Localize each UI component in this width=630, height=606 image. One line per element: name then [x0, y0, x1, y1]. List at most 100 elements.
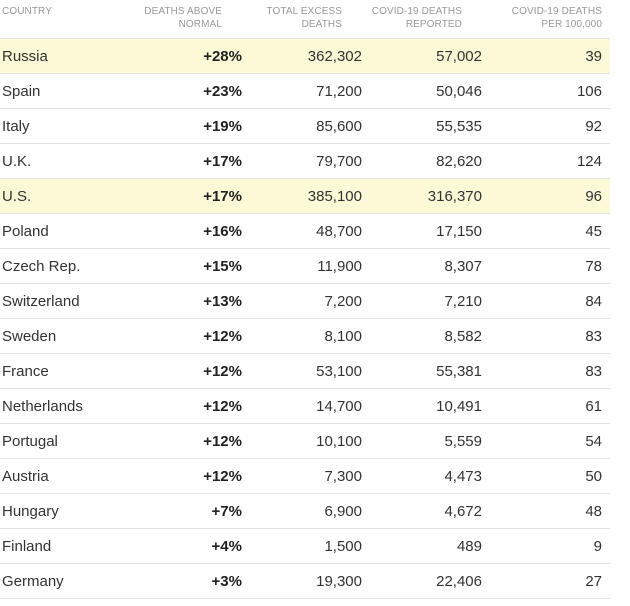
cell-total-excess-deaths: 14,700 [316, 398, 362, 415]
table-row: Hungary +7% 6,900 4,672 48 [0, 494, 610, 529]
header-covid-per100k-line2: PER 100,000 [541, 18, 602, 30]
cell-covid-deaths-per-100k: 45 [585, 223, 602, 240]
cell-deaths-above-normal: +3% [211, 573, 242, 590]
cell-deaths-above-normal: +12% [203, 433, 242, 450]
cell-country: Austria [2, 468, 49, 485]
cell-covid-deaths-reported: 50,046 [436, 83, 482, 100]
cell-total-excess-deaths: 362,302 [307, 48, 362, 65]
cell-deaths-above-normal: +12% [203, 398, 242, 415]
cell-covid-deaths-per-100k: 84 [585, 293, 602, 310]
cell-total-excess-deaths: 7,200 [324, 293, 362, 310]
cell-total-excess-deaths: 7,300 [324, 468, 362, 485]
cell-country: France [2, 363, 49, 380]
cell-covid-deaths-per-100k: 50 [585, 468, 602, 485]
cell-deaths-above-normal: +23% [203, 83, 242, 100]
cell-covid-deaths-reported: 8,307 [444, 258, 482, 275]
cell-covid-deaths-per-100k: 124 [576, 153, 602, 170]
cell-deaths-above-normal: +19% [203, 118, 242, 135]
cell-country: Portugal [2, 433, 58, 450]
table-row: Germany +3% 19,300 22,406 27 [0, 564, 610, 599]
table-row: Czech Rep. +15% 11,900 8,307 78 [0, 249, 610, 284]
cell-covid-deaths-reported: 82,620 [436, 153, 482, 170]
cell-country: Hungary [2, 503, 59, 520]
cell-covid-deaths-per-100k: 54 [585, 433, 602, 450]
cell-covid-deaths-per-100k: 48 [585, 503, 602, 520]
cell-covid-deaths-per-100k: 9 [593, 538, 602, 555]
header-covid-deaths-reported: COVID-19 DEATHS REPORTED [372, 6, 462, 31]
cell-total-excess-deaths: 48,700 [316, 223, 362, 240]
cell-country: Germany [2, 573, 64, 590]
header-total-excess-line1: TOTAL EXCESS [266, 6, 342, 17]
cell-covid-deaths-reported: 489 [456, 538, 482, 555]
cell-country: Finland [2, 538, 52, 555]
cell-deaths-above-normal: +17% [203, 153, 242, 170]
cell-covid-deaths-reported: 7,210 [444, 293, 482, 310]
cell-country: Sweden [2, 328, 57, 345]
cell-deaths-above-normal: +7% [211, 503, 242, 520]
cell-deaths-above-normal: +28% [203, 48, 242, 65]
cell-country: Netherlands [2, 398, 83, 415]
cell-covid-deaths-reported: 4,672 [444, 503, 482, 520]
cell-deaths-above-normal: +17% [203, 188, 242, 205]
header-deaths-above-normal: DEATHS ABOVE NORMAL [144, 6, 222, 31]
cell-covid-deaths-per-100k: 92 [585, 118, 602, 135]
header-deaths-above-normal-line1: DEATHS ABOVE [144, 6, 222, 17]
cell-total-excess-deaths: 6,900 [324, 503, 362, 520]
cell-country: Russia [2, 48, 48, 65]
cell-country: Italy [2, 118, 30, 135]
header-deaths-above-normal-line2: NORMAL [178, 18, 222, 30]
cell-total-excess-deaths: 19,300 [316, 573, 362, 590]
cell-covid-deaths-reported: 17,150 [436, 223, 482, 240]
cell-deaths-above-normal: +15% [203, 258, 242, 275]
cell-covid-deaths-per-100k: 83 [585, 363, 602, 380]
cell-deaths-above-normal: +13% [203, 293, 242, 310]
cell-country: Poland [2, 223, 49, 240]
header-covid-per100k-line1: COVID-19 DEATHS [511, 6, 602, 17]
cell-covid-deaths-reported: 55,535 [436, 118, 482, 135]
header-total-excess-deaths: TOTAL EXCESS DEATHS [267, 6, 342, 31]
table-row: Netherlands +12% 14,700 10,491 61 [0, 389, 610, 424]
cell-country: Spain [2, 83, 41, 100]
table-row: U.K. +17% 79,700 82,620 124 [0, 144, 610, 179]
table-row: Spain +23% 71,200 50,046 106 [0, 74, 610, 109]
table-row: Austria +12% 7,300 4,473 50 [0, 459, 610, 494]
table-row: Portugal +12% 10,100 5,559 54 [0, 424, 610, 459]
cell-total-excess-deaths: 10,100 [316, 433, 362, 450]
header-covid-reported-line1: COVID-19 DEATHS [371, 6, 462, 17]
cell-deaths-above-normal: +16% [203, 223, 242, 240]
table-row: Switzerland +13% 7,200 7,210 84 [0, 284, 610, 319]
header-total-excess-line2: DEATHS [301, 18, 342, 30]
cell-covid-deaths-reported: 5,559 [444, 433, 482, 450]
table-row: Sweden +12% 8,100 8,582 83 [0, 319, 610, 354]
cell-total-excess-deaths: 79,700 [316, 153, 362, 170]
cell-covid-deaths-reported: 8,582 [444, 328, 482, 345]
header-covid-deaths-per-100k: COVID-19 DEATHS PER 100,000 [512, 6, 602, 31]
table-row: Finland +4% 1,500 489 9 [0, 529, 610, 564]
cell-country: U.K. [2, 153, 32, 170]
cell-total-excess-deaths: 1,500 [324, 538, 362, 555]
cell-covid-deaths-reported: 22,406 [436, 573, 482, 590]
cell-country: Switzerland [2, 293, 80, 310]
table-row: Poland +16% 48,700 17,150 45 [0, 214, 610, 249]
cell-deaths-above-normal: +4% [211, 538, 242, 555]
cell-deaths-above-normal: +12% [203, 328, 242, 345]
table-row: U.S. +17% 385,100 316,370 96 [0, 179, 610, 214]
cell-covid-deaths-per-100k: 96 [585, 188, 602, 205]
cell-total-excess-deaths: 71,200 [316, 83, 362, 100]
header-country-label: COUNTRY [2, 6, 52, 17]
cell-covid-deaths-per-100k: 78 [585, 258, 602, 275]
cell-covid-deaths-per-100k: 39 [585, 48, 602, 65]
cell-covid-deaths-reported: 4,473 [444, 468, 482, 485]
cell-covid-deaths-per-100k: 83 [585, 328, 602, 345]
cell-total-excess-deaths: 11,900 [317, 258, 362, 275]
table-row: Russia +28% 362,302 57,002 39 [0, 39, 610, 74]
cell-covid-deaths-per-100k: 61 [585, 398, 602, 415]
cell-country: Czech Rep. [2, 258, 81, 275]
table-row: Italy +19% 85,600 55,535 92 [0, 109, 610, 144]
cell-covid-deaths-reported: 10,491 [436, 398, 482, 415]
cell-covid-deaths-reported: 316,370 [427, 188, 482, 205]
cell-country: U.S. [2, 188, 32, 205]
cell-total-excess-deaths: 85,600 [316, 118, 362, 135]
table-body-top-border [0, 38, 610, 39]
cell-total-excess-deaths: 8,100 [324, 328, 362, 345]
